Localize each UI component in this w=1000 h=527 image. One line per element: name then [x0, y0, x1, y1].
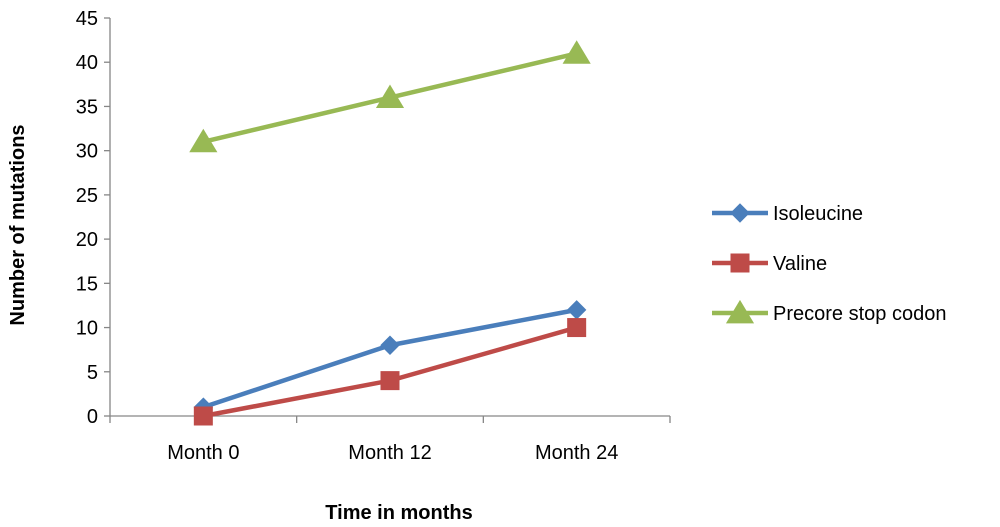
- series-line: [202, 307, 578, 410]
- data-point: [189, 128, 218, 153]
- legend-label: Precore stop codon: [773, 303, 946, 325]
- series-precore-stop-codon: [189, 40, 591, 153]
- data-point: [380, 335, 400, 355]
- legend: Isoleucine Valine Precore stop codon: [712, 203, 946, 325]
- x-tick-label: Month 12: [348, 442, 431, 464]
- legend-item: Valine: [712, 253, 827, 275]
- y-tick-label: 40: [76, 52, 98, 74]
- y-tick-label: 30: [76, 141, 98, 163]
- x-axis-title: Time in months: [325, 502, 472, 524]
- data-point: [193, 406, 213, 426]
- legend-marker: [725, 299, 755, 324]
- series-valine: [193, 318, 587, 426]
- y-tick-label: 15: [76, 273, 98, 295]
- data-point: [380, 371, 400, 391]
- x-tick-label: Month 24: [535, 442, 618, 464]
- y-tick-label: 0: [87, 406, 98, 428]
- data-point: [566, 300, 587, 320]
- series-layer: [189, 40, 591, 426]
- data-point: [375, 84, 405, 108]
- data-point: [562, 40, 591, 64]
- legend-label: Valine: [773, 253, 827, 275]
- y-tick-label: 10: [76, 318, 98, 340]
- legend-item: Precore stop codon: [712, 299, 946, 325]
- legend-marker: [730, 203, 750, 223]
- x-tick-label: Month 0: [167, 442, 239, 464]
- series-isoleucine: [193, 300, 587, 417]
- y-tick-label: 5: [87, 362, 98, 384]
- y-tick-label: 35: [76, 96, 98, 118]
- y-tick-label: 45: [76, 8, 98, 30]
- y-axis-title: Number of mutations: [7, 124, 29, 325]
- y-axis: 0 5 10 15 20 25 30 35 40 45: [76, 8, 111, 428]
- y-tick-label: 20: [76, 229, 98, 251]
- y-tick-label: 25: [76, 185, 98, 207]
- legend-marker: [730, 253, 750, 273]
- legend-item: Isoleucine: [712, 203, 863, 225]
- data-point: [567, 318, 587, 338]
- legend-label: Isoleucine: [773, 203, 863, 225]
